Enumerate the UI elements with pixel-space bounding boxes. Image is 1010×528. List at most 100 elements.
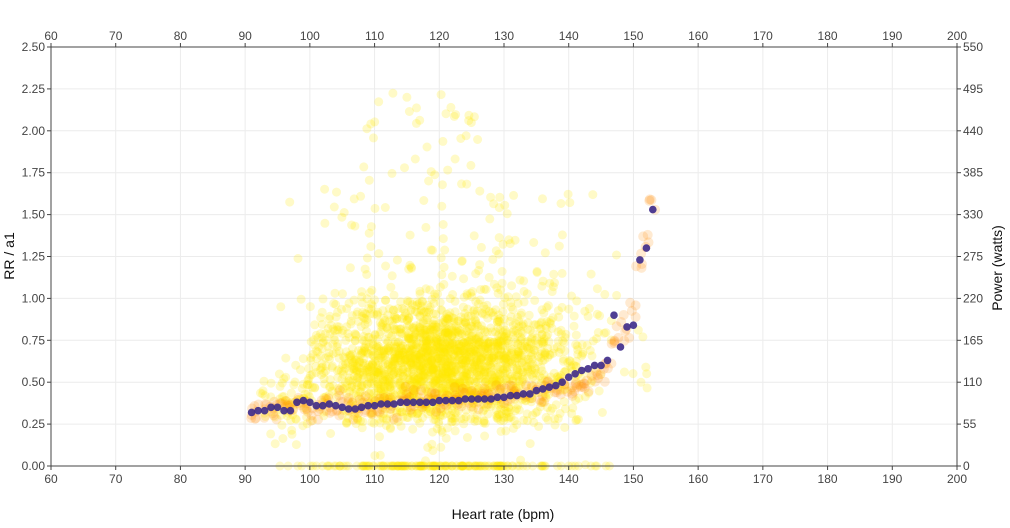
power-point xyxy=(443,314,453,324)
power-point xyxy=(285,197,295,207)
power-point xyxy=(376,386,386,396)
power-point xyxy=(528,350,537,359)
power-point xyxy=(519,286,529,296)
power-point xyxy=(395,368,405,378)
power-point xyxy=(396,325,406,334)
power-point xyxy=(460,337,470,347)
power-point xyxy=(397,304,407,313)
power-point xyxy=(415,324,425,334)
power-point xyxy=(483,339,493,349)
power-point xyxy=(416,366,426,376)
power-point xyxy=(373,350,382,360)
power-point xyxy=(493,368,503,378)
power-point xyxy=(444,314,453,324)
power-point xyxy=(411,321,421,331)
power-point xyxy=(433,369,443,378)
rr-point xyxy=(631,261,642,272)
power-point xyxy=(298,421,308,431)
power-point xyxy=(418,343,428,352)
power-point xyxy=(409,383,419,393)
power-point xyxy=(475,337,484,347)
power-point xyxy=(430,289,440,299)
power-point xyxy=(523,362,533,372)
power-point xyxy=(510,416,520,426)
power-point xyxy=(513,329,523,338)
power-point xyxy=(569,360,579,370)
power-point xyxy=(392,255,402,265)
power-point xyxy=(351,388,361,398)
power-point xyxy=(473,383,483,393)
power-point xyxy=(310,320,320,330)
power-point xyxy=(337,304,346,314)
power-point xyxy=(287,429,297,439)
power-point xyxy=(451,390,460,399)
power-point xyxy=(324,348,334,358)
power-point xyxy=(428,343,438,353)
power-point xyxy=(508,376,518,386)
power-point xyxy=(332,392,341,402)
power-point xyxy=(496,384,506,394)
y-tick-label: 1.00 xyxy=(22,291,46,305)
power-point xyxy=(476,367,485,376)
power-point xyxy=(489,374,499,384)
power-point xyxy=(584,303,594,313)
power-point xyxy=(537,373,547,383)
power-point xyxy=(463,337,473,347)
power-point xyxy=(423,371,433,381)
power-point xyxy=(509,325,519,335)
power-point xyxy=(479,415,489,425)
power-point xyxy=(465,376,475,386)
power-point xyxy=(374,375,384,385)
power-point xyxy=(395,378,405,388)
power-point xyxy=(537,338,547,347)
x-tick-label: 190 xyxy=(882,472,902,486)
power-point xyxy=(290,377,300,387)
power-point xyxy=(395,356,405,365)
power-point xyxy=(333,307,342,317)
power-point xyxy=(313,333,323,343)
power-point xyxy=(358,347,368,357)
power-point xyxy=(489,351,499,361)
power-point xyxy=(480,341,490,351)
power-point xyxy=(535,371,544,381)
power-point xyxy=(460,330,470,340)
power-point xyxy=(474,364,484,374)
power-point xyxy=(439,364,449,374)
power-point xyxy=(494,354,504,364)
rr-point xyxy=(334,410,345,421)
power-point xyxy=(465,369,475,379)
y2-tick-label: 0 xyxy=(963,459,970,473)
power-point xyxy=(405,333,415,343)
power-point xyxy=(338,352,348,362)
power-point xyxy=(474,331,484,341)
power-point xyxy=(445,347,455,357)
a1-point xyxy=(597,361,605,370)
power-point xyxy=(469,349,479,358)
power-point xyxy=(383,336,393,346)
power-point xyxy=(437,270,447,280)
power-point xyxy=(492,372,502,382)
power-point xyxy=(415,352,425,362)
power-point xyxy=(511,383,521,393)
power-point xyxy=(430,414,440,424)
power-point xyxy=(446,102,456,112)
power-point xyxy=(387,316,397,326)
power-point xyxy=(433,389,443,399)
power-point xyxy=(476,353,486,363)
power-point xyxy=(331,348,341,357)
power-point xyxy=(389,343,399,353)
power-point xyxy=(394,366,404,375)
power-point xyxy=(324,314,334,324)
power-point xyxy=(341,363,350,373)
power-point xyxy=(474,340,484,350)
power-point xyxy=(546,406,556,416)
power-point xyxy=(349,295,359,305)
power-point xyxy=(470,360,480,369)
power-point xyxy=(426,407,436,417)
power-point xyxy=(539,308,549,318)
power-point xyxy=(317,333,327,343)
power-point xyxy=(500,350,509,360)
rr-point xyxy=(500,383,510,394)
power-point xyxy=(438,369,447,379)
power-point xyxy=(531,408,541,418)
